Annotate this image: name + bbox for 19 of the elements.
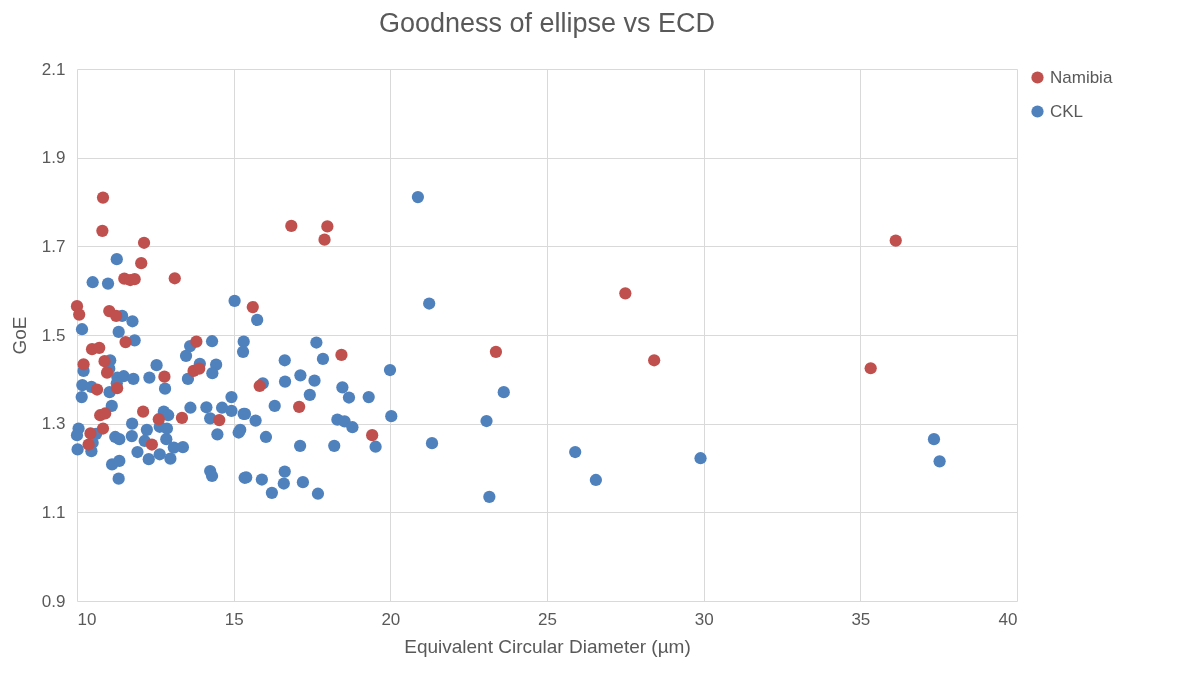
x-tick-label: 20 [381, 609, 401, 629]
y-tick-label: 1.3 [41, 414, 66, 434]
y-tick-label: 0.9 [41, 591, 66, 611]
x-tick-label: 35 [851, 609, 871, 629]
y-tick-label: 1.1 [41, 502, 66, 522]
y-tick-label: 1.9 [41, 148, 66, 168]
x-tick-label: 40 [998, 609, 1018, 629]
x-axis-title: Equivalent Circular Diameter (µm) [404, 635, 691, 657]
legend-label: Namibia [1050, 67, 1113, 87]
x-tick-label: 30 [694, 609, 714, 629]
y-axis-title: GoE [8, 316, 30, 355]
x-tick-label: 10 [77, 609, 97, 629]
y-tick-label: 2.1 [41, 59, 66, 79]
x-tick-label: 15 [224, 609, 244, 629]
legend-label: CKL [1050, 101, 1084, 121]
x-tick-label: 25 [538, 609, 557, 629]
y-tick-label: 1.5 [41, 325, 66, 345]
y-tick-label: 1.7 [41, 236, 66, 256]
chart-title: Goodness of ellipse vs ECD [378, 8, 716, 38]
